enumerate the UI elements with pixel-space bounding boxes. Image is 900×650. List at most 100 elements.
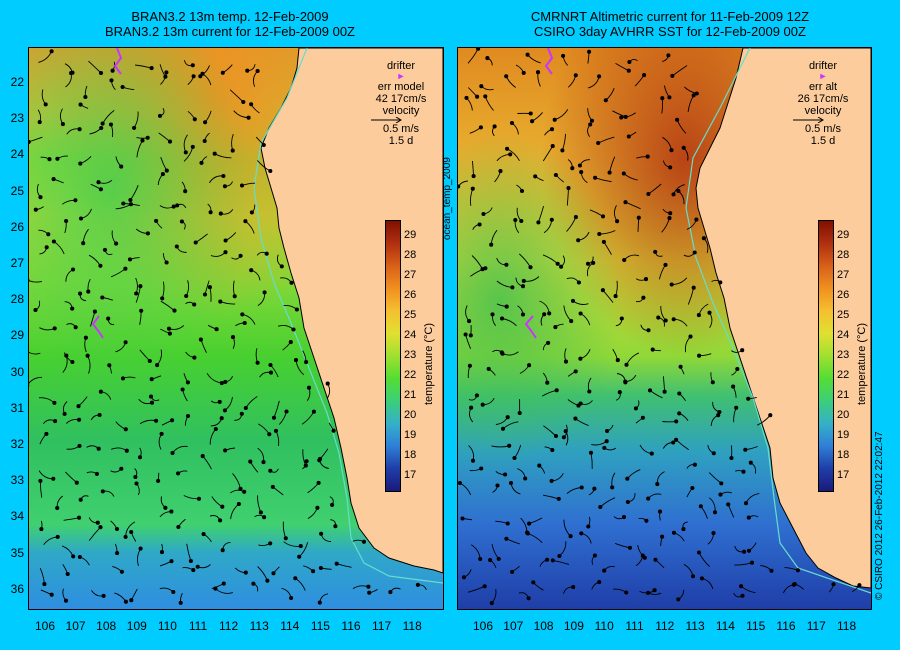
colorbar-tick-label: 19 [404, 429, 417, 441]
current-arrow-head [134, 481, 139, 486]
left-title: BRAN3.2 13m temp. 12-Feb-2009 BRAN3.2 13… [60, 9, 400, 39]
current-arrow-head [49, 592, 54, 597]
lon-tick-label: 114 [715, 619, 735, 633]
current-arrow-head [123, 340, 128, 345]
current-arrow-head [164, 260, 169, 265]
current-arrow-head [660, 534, 665, 539]
current-arrow-head [549, 127, 555, 132]
current-arrow-head [489, 601, 494, 606]
current-arrow-head [169, 559, 174, 564]
current-arrow-head [559, 264, 564, 269]
current-arrow-head [464, 95, 469, 100]
current-arrow-head [55, 505, 60, 511]
current-arrow-head [288, 340, 293, 345]
current-arrow-head [662, 389, 667, 394]
colorbar-tick-label: 17 [404, 469, 417, 481]
current-arrow-head [588, 450, 594, 455]
right-legend-scale: 0.5 m/s [804, 123, 842, 135]
current-arrow-head [461, 575, 467, 580]
current-arrow-head [73, 325, 78, 330]
current-arrow-head [563, 429, 568, 434]
current-arrow-head [85, 353, 90, 358]
current-arrow-head [119, 569, 124, 574]
current-arrow-head [530, 119, 535, 124]
current-arrow-head [129, 529, 134, 535]
current-arrow-head [674, 419, 679, 424]
current-arrow-head [668, 211, 673, 216]
current-arrow-head [133, 474, 138, 480]
current-arrow-head [230, 148, 235, 153]
lon-tick-label: 111 [188, 619, 208, 633]
current-arrow-head [570, 166, 575, 171]
current-arrow-head [120, 84, 125, 90]
current-arrow-head [617, 390, 622, 395]
current-arrow-head [262, 515, 267, 520]
current-arrow-head [495, 483, 500, 488]
current-arrow-head [602, 445, 607, 450]
current-arrow [29, 351, 41, 355]
current-arrow-head [711, 531, 716, 536]
current-arrow-head [239, 411, 244, 416]
right-title-line2: CSIRO 3day AVHRR SST for 12-Feb-2009 00Z [534, 24, 806, 39]
current-arrow-head [642, 73, 647, 78]
right-legend-duration: 1.5 d [810, 135, 836, 147]
current-arrow-head [467, 363, 472, 368]
current-arrow-head [542, 312, 547, 317]
current-arrow-head [74, 480, 79, 485]
current-arrow-head [554, 388, 559, 393]
current-arrow-head [200, 71, 205, 76]
current-arrow-head [467, 319, 472, 324]
current-arrow-head [563, 359, 569, 364]
current-arrow-head [78, 216, 84, 221]
current-arrow-head [183, 150, 188, 155]
current-arrow-head [222, 408, 227, 413]
current-arrow-head [178, 600, 183, 605]
current-arrow-head [291, 327, 296, 332]
current-arrow-head [520, 284, 526, 289]
current-arrow-head [163, 505, 168, 510]
current-arrow-head [271, 571, 276, 576]
current-arrow-head [579, 170, 584, 175]
current-arrow-head [218, 518, 223, 523]
current-arrow-head [289, 595, 294, 601]
current-arrow-head [597, 231, 602, 237]
current-arrow-head [242, 320, 247, 326]
product-label: ocean_temp_2009 [442, 157, 453, 240]
current-arrow-head [175, 203, 180, 208]
current-arrow-head [192, 355, 197, 360]
current-arrow-head [73, 198, 78, 203]
current-arrow-head [743, 501, 749, 506]
current-arrow-head [663, 318, 668, 323]
current-arrow-head [293, 358, 299, 363]
current-arrow-head [657, 509, 663, 514]
current-arrow-head [613, 294, 618, 299]
current-arrow-head [500, 426, 506, 431]
current-arrow-head [145, 135, 150, 140]
drifter-marker-icon: ► [396, 71, 406, 81]
current-arrow-head [268, 370, 274, 375]
current-arrow-head [508, 152, 513, 157]
current-arrow-head [596, 140, 601, 146]
current-arrow-head [139, 308, 144, 313]
current-arrow-head [241, 99, 246, 105]
current-arrow-head [99, 125, 104, 131]
current-arrow-head [550, 144, 555, 149]
current-arrow-head [560, 148, 565, 153]
current-arrow-head [626, 134, 631, 139]
current-arrow-head [81, 241, 86, 246]
left-map-panel: drifter ► err model 42 17cm/s velocity 0… [28, 47, 444, 610]
current-arrow-head [261, 142, 266, 148]
current-arrow [29, 280, 43, 283]
left-drifter-tracks [91, 48, 123, 339]
current-arrow-head [615, 358, 620, 363]
current-arrow-head [734, 405, 739, 410]
lon-tick-label: 107 [65, 619, 86, 633]
lat-tick-label: 31 [10, 400, 24, 415]
current-arrow-head [64, 218, 69, 224]
current-arrow-head [78, 497, 83, 502]
current-arrow-head [641, 295, 646, 300]
current-arrow-head [640, 553, 645, 558]
right-drifter-tracks [524, 48, 554, 339]
current-arrow-head [555, 261, 560, 266]
right-legend-err-value: 26 17cm/s [797, 93, 849, 105]
